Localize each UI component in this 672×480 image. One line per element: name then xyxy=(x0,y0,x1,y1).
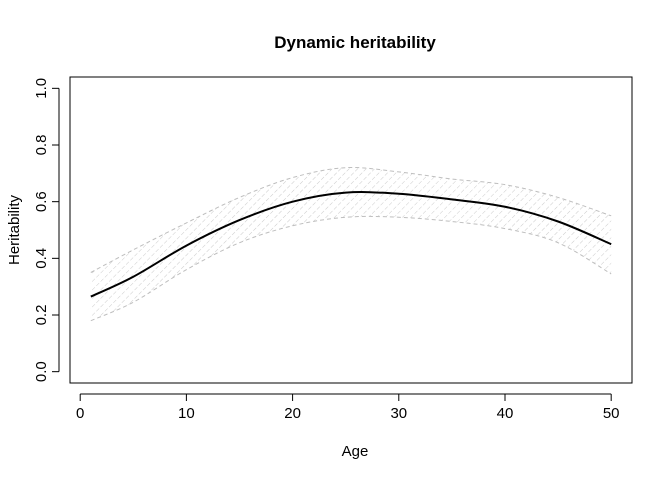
y-tick-label: 0.8 xyxy=(33,135,50,156)
heritability-line xyxy=(90,191,612,298)
x-axis-label: Age xyxy=(342,443,369,460)
x-axis: 0 10 20 30 40 50 xyxy=(76,393,620,422)
y-tick-label: 0.2 xyxy=(33,305,50,326)
y-tick-label: 1.0 xyxy=(33,78,50,99)
y-axis-label: Heritability xyxy=(6,194,23,265)
x-tick-label: 50 xyxy=(603,405,620,422)
y-axis: 0.0 0.2 0.4 0.6 0.8 1.0 xyxy=(33,78,60,382)
x-tick-label: 30 xyxy=(390,405,407,422)
plot-frame xyxy=(69,76,633,384)
x-tick-label: 0 xyxy=(76,405,84,422)
x-tick-label: 40 xyxy=(497,405,514,422)
x-tick-label: 10 xyxy=(178,405,195,422)
chart-title: Dynamic heritability xyxy=(274,33,436,52)
confidence-band xyxy=(90,167,612,321)
x-tick-label: 20 xyxy=(284,405,301,422)
y-tick-label: 0.4 xyxy=(33,248,50,269)
y-tick-label: 0.0 xyxy=(33,361,50,382)
y-tick-label: 0.6 xyxy=(33,191,50,212)
